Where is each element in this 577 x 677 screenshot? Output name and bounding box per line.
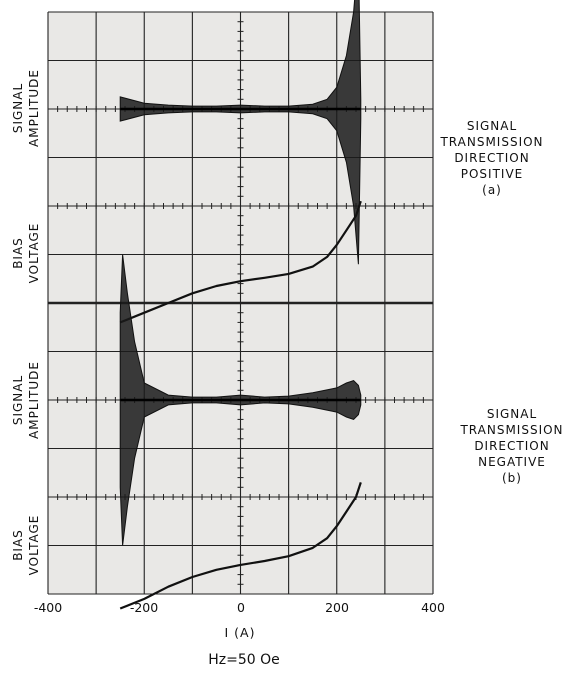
x-tick-label: 200 — [325, 600, 349, 615]
x-tick-labels: -400 -200 0 200 400 — [34, 600, 445, 615]
x-tick-label: 400 — [421, 600, 445, 615]
ylabel-b-amplitude-line-2: AMPLITUDE — [27, 361, 41, 439]
caption-a-line-4: POSITIVE — [461, 167, 524, 181]
ylabel-b-bias: BIAS VOLTAGE — [11, 515, 41, 576]
x-axis-label: I (A) — [225, 625, 256, 640]
ylabel-b-amplitude-line-1: SIGNAL — [11, 375, 25, 425]
field-annotation: Hz=50 Oe — [208, 652, 280, 668]
traces — [119, 0, 362, 610]
x-tick-label: -200 — [130, 600, 158, 615]
x-tick-label: -400 — [34, 600, 62, 615]
caption-b: SIGNAL TRANSMISSION DIRECTION NEGATIVE (… — [459, 407, 563, 485]
ylabel-b-bias-line-1: BIAS — [11, 529, 25, 561]
ylabel-a-bias-line-2: VOLTAGE — [27, 223, 41, 284]
ylabel-a-amplitude: SIGNAL AMPLITUDE — [11, 69, 41, 147]
x-tick-label: 0 — [237, 600, 245, 615]
caption-b-line-1: SIGNAL — [487, 407, 537, 421]
ylabel-a-bias-line-1: BIAS — [11, 237, 25, 269]
caption-b-line-2: TRANSMISSION — [459, 423, 563, 437]
signal-amplitude-envelope-a — [119, 0, 362, 265]
ylabel-b-amplitude: SIGNAL AMPLITUDE — [11, 361, 41, 439]
bias-voltage-curve-a — [119, 200, 362, 324]
caption-b-line-4: NEGATIVE — [478, 455, 546, 469]
caption-a-line-1: SIGNAL — [467, 119, 517, 133]
caption-a-line-2: TRANSMISSION — [439, 135, 543, 149]
bias-voltage-curve-b — [119, 482, 362, 610]
caption-a: SIGNAL TRANSMISSION DIRECTION POSITIVE (… — [439, 119, 543, 197]
ylabel-b-bias-line-2: VOLTAGE — [27, 515, 41, 576]
ylabel-a-amplitude-line-1: SIGNAL — [11, 83, 25, 133]
ylabel-a-amplitude-line-2: AMPLITUDE — [27, 69, 41, 147]
ylabel-a-bias: BIAS VOLTAGE — [11, 223, 41, 284]
caption-a-line-3: DIRECTION — [454, 151, 529, 165]
caption-b-line-5: (b) — [502, 471, 522, 485]
caption-b-line-3: DIRECTION — [474, 439, 549, 453]
caption-a-line-5: (a) — [482, 183, 502, 197]
